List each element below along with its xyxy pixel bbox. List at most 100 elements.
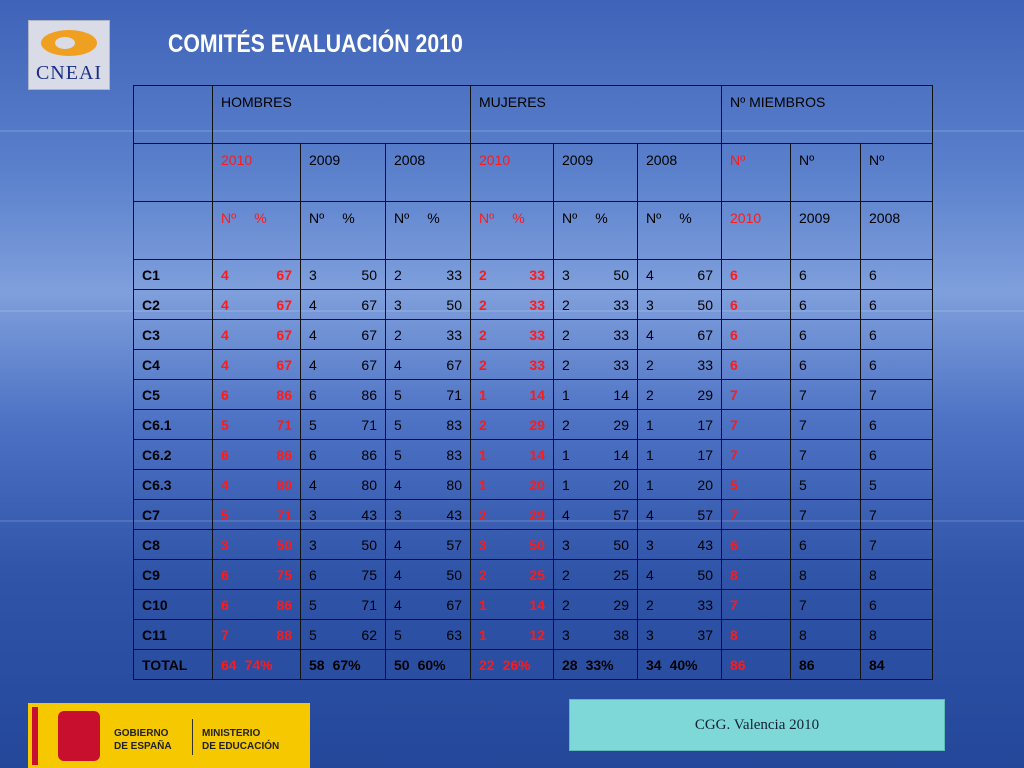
pair-cell: 5 71 bbox=[300, 409, 386, 440]
count: 1 bbox=[646, 446, 654, 463]
member-year: 2009 bbox=[790, 201, 861, 260]
percent: 25 bbox=[613, 566, 629, 583]
percent: 25 bbox=[529, 566, 545, 583]
count: 4 bbox=[221, 296, 229, 313]
pair: 4 57 bbox=[394, 537, 462, 553]
pair: 5 71 bbox=[309, 417, 377, 433]
member-count: 7 bbox=[721, 409, 791, 440]
pair: 2 29 bbox=[562, 417, 629, 433]
count: 4 bbox=[309, 356, 317, 373]
percent: 83 bbox=[446, 416, 462, 433]
pair-cell: 2 33 bbox=[470, 319, 554, 350]
pair-cell: 58 67% bbox=[300, 649, 386, 680]
count: 2 bbox=[479, 416, 487, 433]
percent: 20 bbox=[529, 476, 545, 493]
subheader: Nº% bbox=[470, 201, 554, 260]
data-row: C3 4 67 4 67 2 33 2 33 2 33 4 67 6 6 6 bbox=[133, 319, 934, 350]
percent: 57 bbox=[446, 536, 462, 553]
count: 22 bbox=[479, 656, 495, 673]
member-count: 7 bbox=[721, 439, 791, 470]
text: MINISTERIO bbox=[202, 728, 261, 739]
count: 2 bbox=[479, 356, 487, 373]
member-year: 2008 bbox=[859, 201, 934, 260]
pair: 4 67 bbox=[221, 267, 292, 283]
percent: 50 bbox=[276, 536, 292, 553]
pair-cell: 2 29 bbox=[553, 409, 638, 440]
percent: 50 bbox=[697, 296, 713, 313]
count: 4 bbox=[309, 326, 317, 343]
count: 5 bbox=[394, 446, 402, 463]
pair: 1 14 bbox=[479, 447, 545, 463]
pair-cell: 2 33 bbox=[470, 289, 554, 320]
subheader-percent: % bbox=[342, 210, 355, 226]
pair-cell: 2 33 bbox=[553, 289, 638, 320]
pair-cell: 5 63 bbox=[385, 619, 471, 650]
member-count: 6 bbox=[859, 589, 934, 620]
year-header: Nº bbox=[721, 143, 791, 202]
pair: 4 67 bbox=[394, 597, 462, 613]
percent: 29 bbox=[529, 416, 545, 433]
subheader: Nº% bbox=[637, 201, 722, 260]
pair-cell: 4 80 bbox=[385, 469, 471, 500]
pair: 2 33 bbox=[479, 267, 545, 283]
pair: 6 86 bbox=[309, 447, 377, 463]
pair: 6 86 bbox=[221, 597, 292, 613]
pair: 2 33 bbox=[479, 297, 545, 313]
member-count: 84 bbox=[859, 649, 934, 680]
percent: 38 bbox=[613, 626, 629, 643]
member-count: 7 bbox=[790, 409, 861, 440]
percent: 33 bbox=[529, 326, 545, 343]
count: 4 bbox=[646, 326, 654, 343]
percent: 75 bbox=[361, 566, 377, 583]
percent: 83 bbox=[446, 446, 462, 463]
count: 5 bbox=[309, 626, 317, 643]
percent: 86 bbox=[276, 386, 292, 403]
text: DE EDUCACIÓN bbox=[202, 741, 280, 752]
count: 50 bbox=[394, 656, 410, 673]
member-count: 7 bbox=[790, 589, 861, 620]
member-count: 8 bbox=[721, 559, 791, 590]
count: 2 bbox=[394, 326, 402, 343]
count: 34 bbox=[646, 656, 662, 673]
percent: 62 bbox=[361, 626, 377, 643]
count: 5 bbox=[221, 416, 229, 433]
text: DE ESPAÑA bbox=[114, 741, 172, 752]
pair: 1 14 bbox=[479, 387, 545, 403]
member-count: 7 bbox=[859, 499, 934, 530]
pair-cell: 1 14 bbox=[470, 439, 554, 470]
pair-cell: 2 33 bbox=[385, 259, 471, 290]
pair-cell: 5 71 bbox=[212, 499, 301, 530]
pair-cell: 4 57 bbox=[553, 499, 638, 530]
percent: 14 bbox=[529, 596, 545, 613]
pair: 2 29 bbox=[562, 597, 629, 613]
count: 2 bbox=[646, 596, 654, 613]
count: 5 bbox=[394, 416, 402, 433]
subheader-pair: Nº% bbox=[309, 210, 377, 226]
pair: 2 29 bbox=[479, 417, 545, 433]
pair: 5 62 bbox=[309, 627, 377, 643]
data-row: C7 5 71 3 43 3 43 2 29 4 57 4 57 7 7 7 bbox=[133, 499, 934, 530]
logo: CNEAI bbox=[28, 20, 110, 90]
percent: 37 bbox=[697, 626, 713, 643]
pair-cell: 3 43 bbox=[637, 529, 722, 560]
subheader-count: Nº bbox=[646, 210, 662, 226]
pair: 4 67 bbox=[394, 357, 462, 373]
count: 2 bbox=[562, 416, 570, 433]
member-count: 6 bbox=[859, 289, 934, 320]
pair-cell: 1 20 bbox=[470, 469, 554, 500]
count: 1 bbox=[479, 446, 487, 463]
count: 3 bbox=[562, 266, 570, 283]
year-header: 2009 bbox=[553, 143, 638, 202]
pair: 3 43 bbox=[394, 507, 462, 523]
pair-cell: 4 67 bbox=[300, 349, 386, 380]
percent: 20 bbox=[613, 476, 629, 493]
pair-cell: 4 80 bbox=[300, 469, 386, 500]
percent: 33 bbox=[613, 296, 629, 313]
pair-cell: 6 86 bbox=[300, 439, 386, 470]
pair-cell: 6 86 bbox=[300, 379, 386, 410]
row-label: C5 bbox=[133, 379, 213, 410]
count: 1 bbox=[562, 476, 570, 493]
count: 4 bbox=[221, 266, 229, 283]
pair: 5 71 bbox=[394, 387, 462, 403]
pair-cell: 2 33 bbox=[470, 259, 554, 290]
